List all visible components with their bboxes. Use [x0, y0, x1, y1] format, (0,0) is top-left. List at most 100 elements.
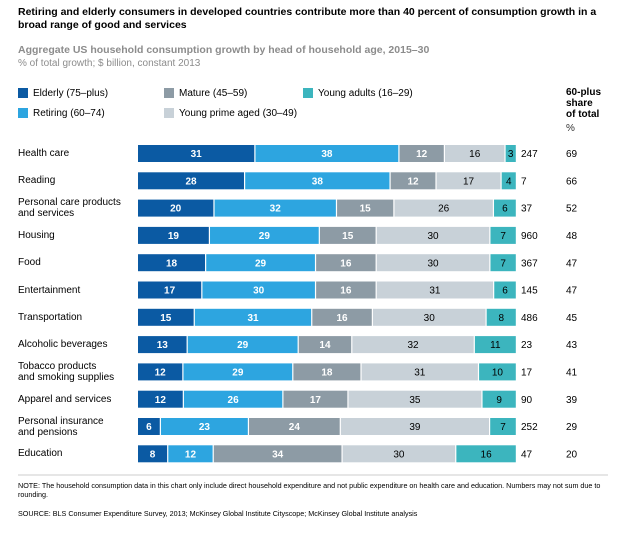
chart-title: Retiring and elderly consumers in develo…: [18, 6, 597, 31]
row-label-line: Transportation: [18, 311, 83, 323]
total-value-label: 486: [521, 313, 538, 324]
bar-segment: [486, 308, 516, 326]
bar-value-label: 23: [199, 422, 211, 433]
bar-segment: [255, 145, 399, 162]
row-label: Housing: [18, 223, 136, 248]
bar-value-label: 30: [253, 286, 265, 297]
bar-value-label: 16: [481, 449, 493, 460]
legend-item: Young prime aged (30–49): [164, 107, 297, 119]
legend-label: Elderly (75–plus): [33, 87, 109, 99]
bar-value-label: 32: [407, 340, 419, 351]
bar-value-label: 6: [502, 286, 508, 297]
total-value-label: 367: [521, 258, 538, 269]
row-label-line: and smoking supplies: [18, 371, 115, 383]
bar-segment: [249, 418, 340, 435]
bar-segment: [376, 281, 494, 299]
row-label: Personal insurance and pensions: [18, 414, 136, 439]
bar-segment: [319, 226, 376, 244]
bar-value-label: 17: [164, 286, 176, 297]
bar-segment: [138, 390, 183, 408]
bar-segment: [138, 281, 202, 299]
footnote: NOTE: The household consumption data in …: [18, 481, 601, 499]
legend-label: Young adults (16–29): [318, 87, 413, 99]
bar-value-label: 26: [438, 204, 450, 215]
bar-value-label: 8: [150, 449, 156, 460]
bar-segment: [348, 390, 482, 408]
bar-segment: [352, 336, 474, 354]
bar-segment: [479, 363, 516, 381]
bar-value-label: 28: [185, 176, 197, 187]
row-label: Transportation: [18, 305, 136, 330]
bar-segment: [312, 308, 372, 326]
bar-segment: [210, 226, 319, 244]
bar-segment: [183, 390, 283, 408]
share-header-unit: %: [566, 123, 575, 134]
bar-segment: [298, 336, 352, 354]
chart-subtitle: Aggregate US household consumption growt…: [18, 44, 430, 56]
legend-label: Retiring (60–74): [33, 107, 105, 119]
source-note: SOURCE: BLS Consumer Expenditure Survey,…: [18, 509, 418, 518]
bar-segment: [342, 445, 456, 463]
bar-value-label: 38: [321, 149, 333, 160]
bar-segment: [376, 226, 490, 244]
total-value-label: 7: [521, 176, 527, 187]
legend-item: Mature (45–59): [164, 87, 247, 99]
bar-value-label: 11: [490, 340, 501, 351]
row-label-line: Reading: [18, 175, 56, 187]
bar-segment: [399, 145, 444, 162]
bar-segment: [436, 172, 501, 190]
bar-segment: [394, 199, 493, 217]
share-value-label: 41: [566, 368, 578, 379]
share-header-line-3: of total: [566, 109, 600, 120]
bar-segment: [501, 172, 516, 190]
bar-segment: [245, 172, 390, 190]
legend-item: Elderly (75–plus): [18, 87, 108, 99]
bar-value-label: 7: [500, 231, 506, 242]
bar-value-label: 32: [270, 204, 282, 215]
bar-segment: [194, 308, 312, 326]
bar-value-label: 6: [502, 204, 508, 215]
share-value-label: 29: [566, 422, 578, 433]
legend-swatch: [18, 88, 28, 98]
row-label-line: and pensions: [18, 426, 78, 438]
bar-value-label: 7: [500, 422, 506, 433]
bar-segment: [490, 254, 516, 272]
total-value-label: 90: [521, 395, 533, 406]
bar-segment: [390, 172, 436, 190]
bar-segment: [340, 418, 489, 435]
bar-value-label: 39: [409, 422, 421, 433]
share-value-label: 52: [566, 204, 578, 215]
legend-label: Mature (45–59): [179, 87, 248, 99]
bar-segment: [482, 390, 516, 408]
total-value-label: 37: [521, 204, 533, 215]
bar-value-label: 16: [469, 149, 481, 160]
bar-value-label: 16: [340, 258, 352, 269]
share-value-label: 20: [566, 449, 578, 460]
total-value-label: 145: [521, 286, 538, 297]
total-value-label: 960: [521, 231, 538, 242]
row-label: Tobacco products and smoking supplies: [18, 359, 136, 384]
bar-value-label: 8: [498, 313, 504, 324]
row-label-line: Education: [18, 448, 63, 460]
bar-value-label: 38: [312, 176, 324, 187]
total-value-label: 252: [521, 422, 538, 433]
bar-value-label: 3: [508, 149, 514, 160]
bar-value-label: 4: [506, 176, 512, 187]
total-value-label: 17: [521, 368, 533, 379]
row-label: Education: [18, 441, 136, 466]
bar-segment: [138, 172, 244, 190]
bar-value-label: 12: [155, 395, 167, 406]
bar-value-label: 30: [427, 258, 439, 269]
bar-segment: [187, 336, 298, 354]
legend-swatch: [164, 88, 174, 98]
row-label-line: Food: [18, 257, 41, 269]
bar-value-label: 30: [393, 449, 405, 460]
bar-segment: [494, 281, 516, 299]
bar-segment: [138, 226, 209, 244]
bar-segment: [160, 418, 248, 435]
bar-segment: [183, 363, 293, 381]
share-value-label: 66: [566, 176, 578, 187]
bar-segment: [138, 363, 183, 381]
row-label: Food: [18, 250, 136, 275]
